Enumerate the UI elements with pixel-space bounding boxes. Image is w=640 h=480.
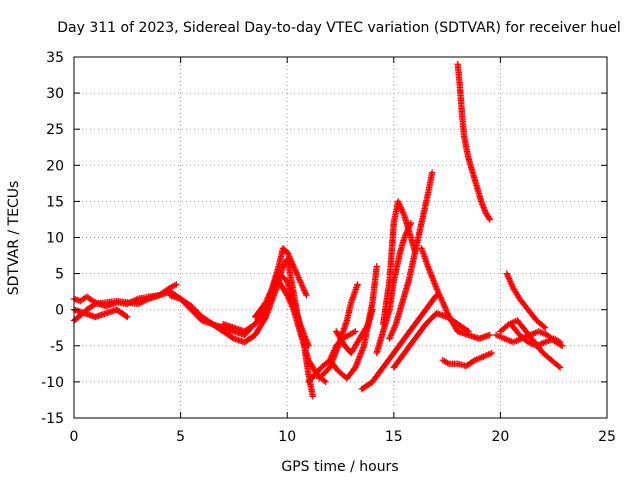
series-arc10 [326,263,380,382]
y-axis-label: SDTVAR / TECUs [6,181,22,296]
x-tick-label: 25 [598,429,616,445]
x-tick-label: 5 [176,429,185,445]
data-point-markers [454,61,493,223]
series-arc13 [386,169,436,342]
axis-ticks: 0 5 10 15 20 25 -15 -10 -5 0 5 10 15 20 25 30 35 [41,50,616,445]
data-point-markers [386,169,436,342]
data-point-markers [503,270,549,331]
y-tick-label: 5 [55,267,64,283]
series-arc23 [507,320,564,349]
series-arc16 [418,245,493,342]
x-axis-label: GPS time / hours [281,459,398,475]
series-arc7 [262,277,329,386]
series-arc17 [390,310,472,371]
y-tick-label: 30 [46,86,64,102]
series-arc11 [333,306,376,357]
data-point-markers [497,317,564,371]
series-arc15 [358,292,440,393]
data-point-markers [390,310,472,371]
y-tick-label: 0 [55,303,64,319]
chart-title: Day 311 of 2023, Sidereal Day-to-day VTE… [57,20,620,36]
series-arc19 [439,349,496,370]
y-tick-label: 25 [46,122,64,138]
y-tick-label: -15 [41,411,64,427]
data-point-markers [333,306,376,357]
y-tick-label: 20 [46,158,64,174]
y-tick-label: 35 [46,50,64,66]
x-tick-label: 10 [278,429,296,445]
x-tick-label: 0 [70,429,79,445]
data-point-markers [326,263,380,382]
data-point-markers [507,320,564,349]
data-point-markers [439,349,496,370]
y-tick-label: 10 [46,231,64,247]
data-marks [70,61,566,400]
data-point-markers [418,245,493,342]
series-arc21 [497,317,564,371]
y-tick-label: -10 [41,375,64,391]
data-point-markers [373,219,415,357]
data-point-markers [358,292,440,393]
y-tick-label: -5 [50,339,64,355]
series-arc14 [373,219,415,357]
series-arc22 [503,270,549,331]
data-point-markers [262,277,329,386]
series-arc18 [454,61,493,223]
plot-frame [73,56,608,419]
x-tick-label: 20 [491,429,509,445]
y-tick-label: 15 [46,194,64,210]
x-tick-label: 15 [385,429,403,445]
grid [74,57,607,418]
